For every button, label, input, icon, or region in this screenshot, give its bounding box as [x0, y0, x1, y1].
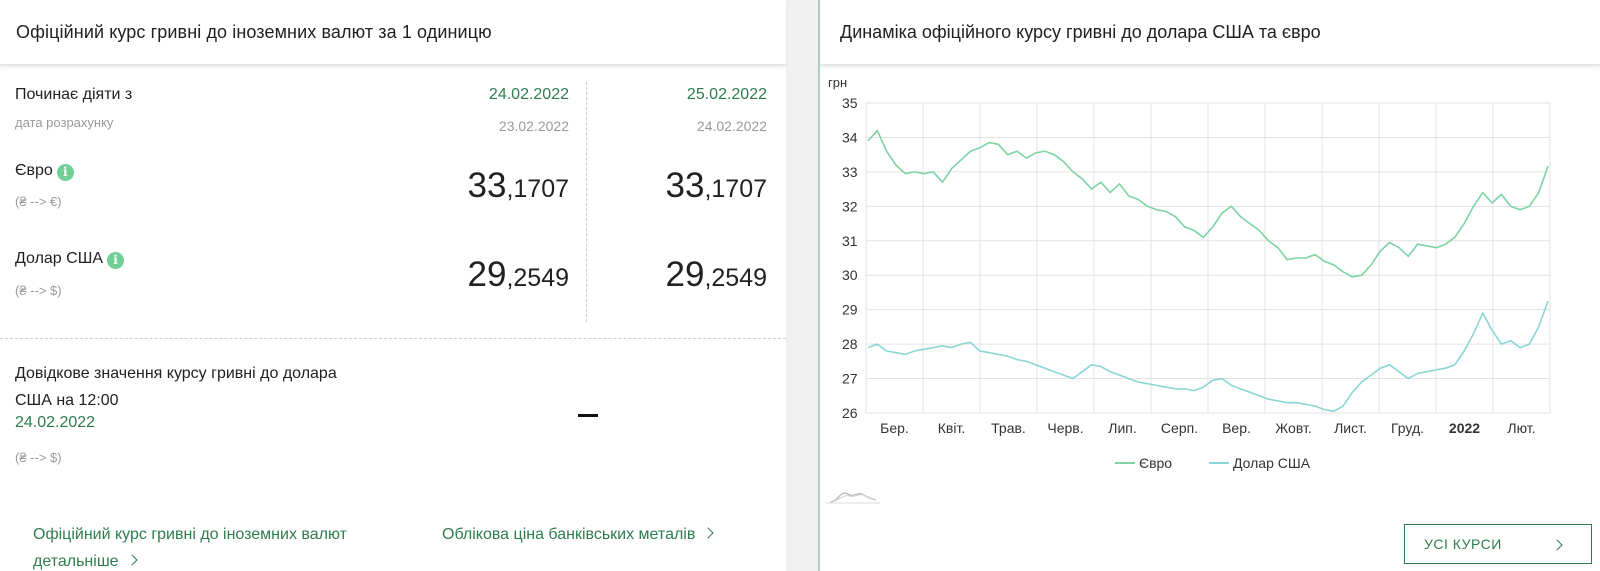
info-icon[interactable]: i [56, 164, 74, 181]
reference-rate-value: – [578, 414, 598, 417]
x-tick-label: Вер. [1222, 420, 1251, 436]
usd-rate-1: 29,2549 [468, 255, 570, 295]
legend-entry[interactable]: Євро [1139, 455, 1172, 471]
eur-rate-2-int: 33 [665, 166, 705, 205]
usd-label: Долар США i [15, 250, 125, 269]
calc-date-label: дата розрахунку [15, 115, 114, 130]
eur-label-text: Євро [15, 162, 53, 179]
usd-rate-2: 29,2549 [666, 255, 768, 295]
official-rates-card: Офіційний курс гривні до іноземних валют… [0, 0, 786, 571]
chart-legend: Євро Долар США [1115, 455, 1311, 471]
reference-rate-direction: (₴ --> $) [15, 450, 62, 465]
x-tick-label: Бер. [880, 420, 909, 436]
usd-rate-1-int: 29 [467, 255, 507, 294]
y-tick-label: 35 [842, 95, 858, 111]
official-rates-title: Офіційний курс гривні до іноземних валют… [16, 21, 492, 42]
rates-chart: грн 26 27 28 29 30 31 32 33 34 35 Бер. Квіт. Трав. Че… [826, 75, 1551, 504]
link-metals-price[interactable]: Облікова ціна банківських металів [442, 521, 715, 548]
chart-grid [865, 102, 1551, 414]
x-tick-label: Серп. [1161, 420, 1198, 436]
usd-rate-2-int: 29 [665, 255, 705, 294]
eur-rate-2: 33,1707 [666, 166, 768, 206]
reference-rate-date: 24.02.2022 [15, 414, 96, 431]
rates-dynamics-header: Динаміка офіційного курсу гривні до дола… [820, 0, 1600, 66]
link-official-rates-details-text: Офіційний курс гривні до іноземних валют… [33, 526, 347, 570]
rates-dynamics-card: Динаміка офіційного курсу гривні до дола… [818, 0, 1600, 571]
calc-date-2: 24.02.2022 [696, 118, 767, 134]
chevron-right-icon [1551, 539, 1563, 551]
x-tick-label: 2022 [1449, 420, 1480, 436]
legend-entry[interactable]: Долар США [1233, 455, 1311, 471]
y-tick-label: 33 [842, 164, 858, 180]
start-date-2: 25.02.2022 [686, 86, 767, 103]
x-tick-label: Лют. [1507, 420, 1535, 436]
section-divider [0, 338, 786, 339]
chart-thumbnail-icon[interactable] [826, 492, 880, 504]
start-date-1: 24.02.2022 [488, 86, 569, 103]
series-line-0 [867, 129, 1549, 278]
starts-label: Починає діяти з [15, 86, 133, 103]
x-tick-label: Лист. [1334, 420, 1367, 436]
y-tick-label: 29 [842, 302, 858, 318]
x-tick-label: Квіт. [938, 420, 965, 436]
eur-rate-2-frac: ,1707 [704, 175, 767, 203]
eur-rate-1: 33,1707 [468, 166, 570, 206]
y-tick-label: 31 [842, 233, 858, 249]
x-tick-label: Жовт. [1275, 420, 1311, 436]
y-tick-label: 28 [842, 336, 858, 352]
calc-date-1: 23.02.2022 [498, 118, 569, 134]
usd-direction: (₴ --> $) [15, 283, 62, 298]
usd-rate-2-frac: ,2549 [704, 264, 767, 292]
y-tick-label: 32 [842, 198, 858, 214]
link-metals-price-text: Облікова ціна банківських металів [442, 526, 696, 543]
y-tick-label: 30 [842, 267, 858, 283]
y-tick-label: 26 [842, 405, 858, 421]
eur-label: Євро i [15, 162, 74, 181]
chart-series [867, 129, 1549, 413]
series-line-1 [867, 300, 1549, 413]
x-tick-label: Черв. [1047, 420, 1083, 436]
official-rates-header: Офіційний курс гривні до іноземних валют… [0, 0, 786, 66]
eur-direction: (₴ --> €) [15, 194, 62, 209]
y-tick-label: 34 [842, 129, 858, 145]
all-rates-button-label: УСІ КУРСИ [1424, 536, 1502, 552]
usd-label-text: Долар США [15, 250, 104, 267]
y-tick-label: 27 [842, 371, 858, 387]
chevron-right-icon [702, 527, 715, 539]
eur-rate-1-int: 33 [467, 166, 507, 205]
info-icon[interactable]: i [107, 252, 125, 269]
reference-rate-text: Довідкове значення курсу гривні до долар… [15, 365, 337, 409]
x-tick-label: Груд. [1391, 420, 1424, 436]
x-axis: Бер. Квіт. Трав. Черв. Лип. Серп. Вер. Жовт. Лис… [880, 420, 1535, 436]
link-official-rates-details[interactable]: Офіційний курс гривні до іноземних валют… [33, 521, 363, 571]
x-tick-label: Трав. [991, 420, 1026, 436]
x-tick-label: Лип. [1108, 420, 1136, 436]
column-divider [586, 82, 587, 322]
usd-rate-1-frac: ,2549 [506, 264, 569, 292]
y-axis: грн 26 27 28 29 30 31 32 33 34 35 [828, 75, 858, 421]
y-axis-label: грн [828, 75, 847, 90]
chevron-right-icon [125, 554, 138, 566]
eur-rate-1-frac: ,1707 [506, 175, 569, 203]
all-rates-button[interactable]: УСІ КУРСИ [1404, 524, 1592, 564]
rates-dynamics-title: Динаміка офіційного курсу гривні до дола… [840, 21, 1321, 42]
